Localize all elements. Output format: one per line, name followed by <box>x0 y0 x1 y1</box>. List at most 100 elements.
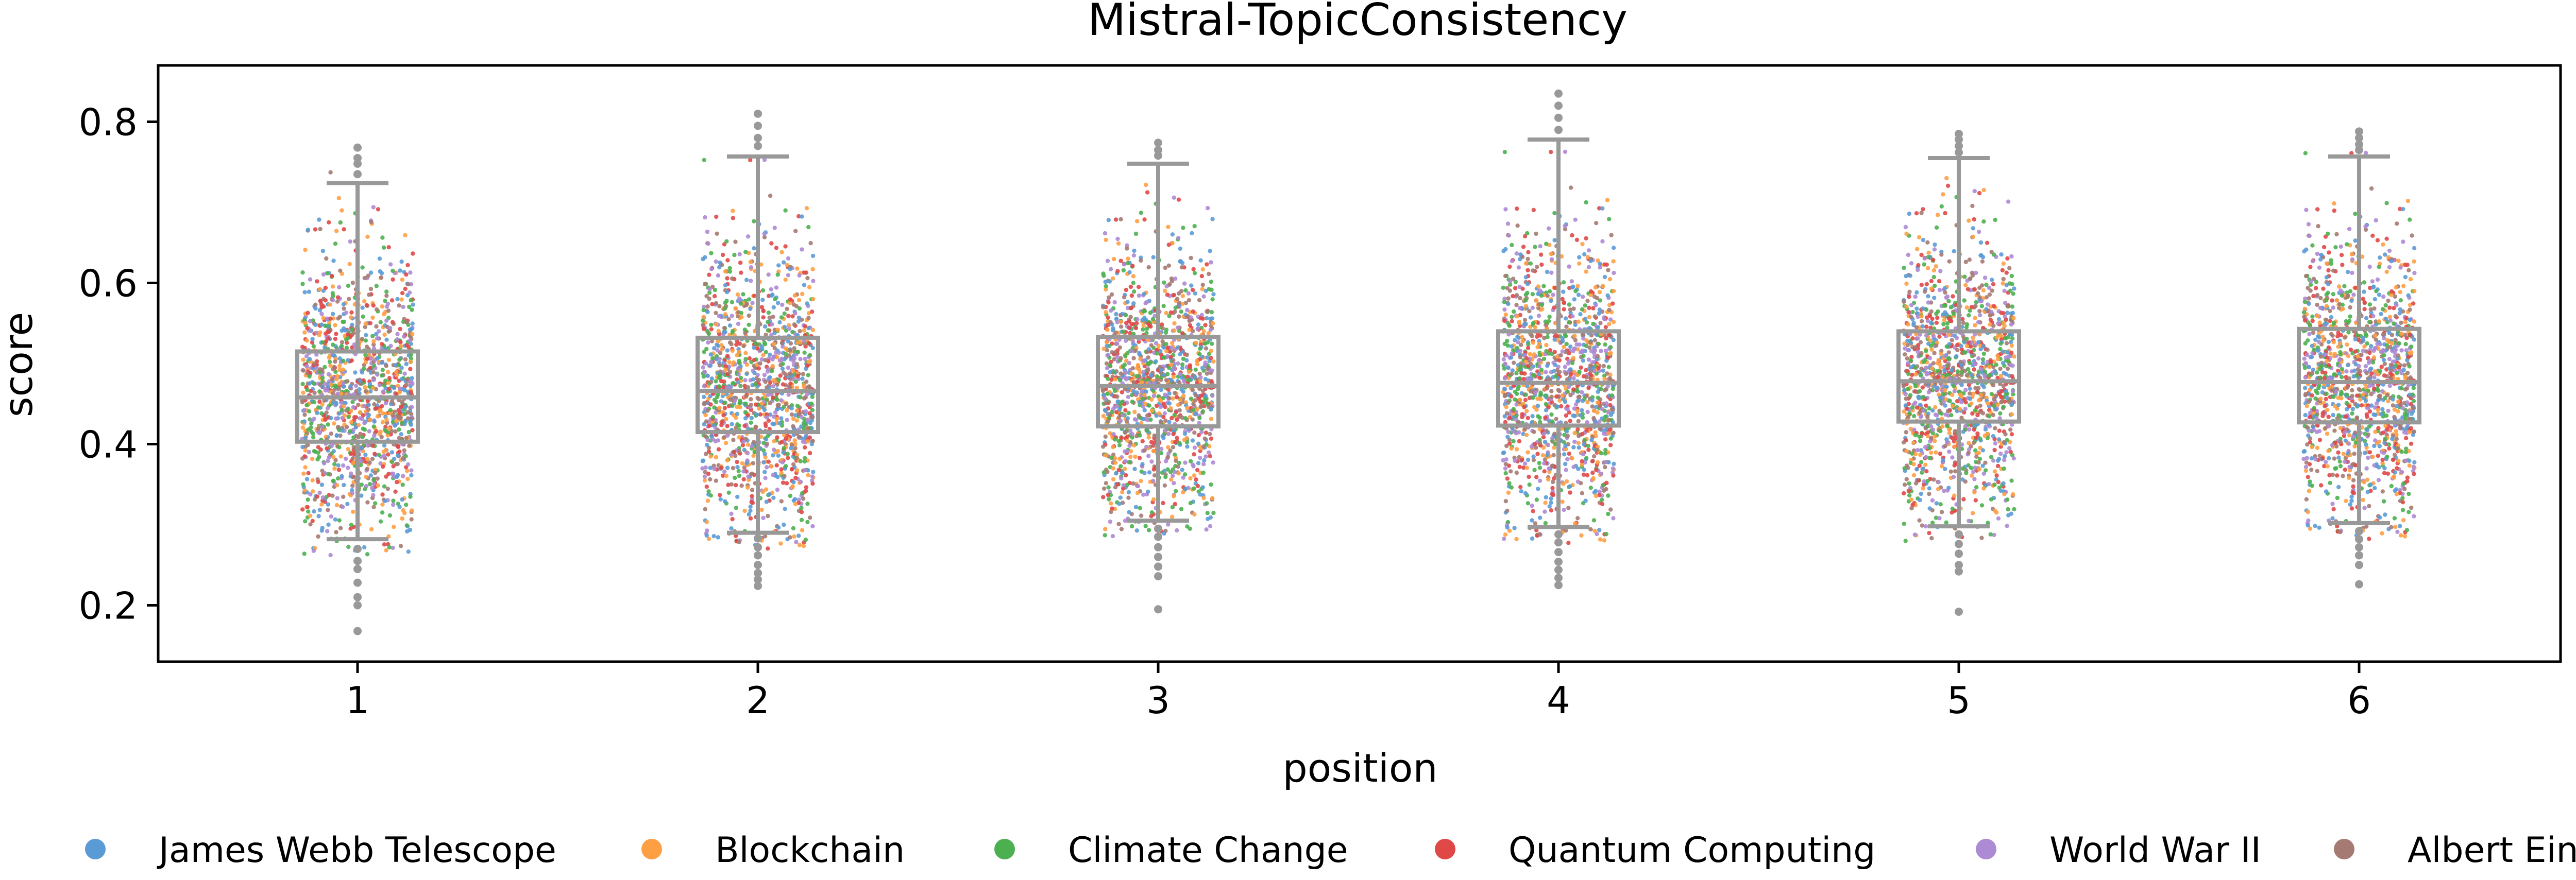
strip-point <box>1184 436 1189 441</box>
strip-point <box>1196 322 1201 327</box>
strip-point <box>783 352 788 356</box>
strip-point <box>1579 533 1584 538</box>
strip-point <box>1175 436 1179 440</box>
strip-point <box>377 383 382 388</box>
strip-point <box>1209 417 1214 421</box>
outlier-point <box>1154 146 1162 154</box>
strip-point <box>1545 269 1550 274</box>
strip-point <box>348 315 353 320</box>
strip-point <box>1182 281 1187 286</box>
strip-point <box>718 351 723 355</box>
strip-point <box>1549 394 1554 399</box>
strip-point <box>379 275 384 280</box>
strip-point <box>1566 541 1571 545</box>
strip-point <box>1509 344 1514 349</box>
strip-point <box>1164 341 1168 347</box>
outlier-point <box>353 593 362 601</box>
strip-point <box>1113 217 1118 222</box>
strip-point <box>709 359 714 364</box>
strip-point <box>718 372 722 377</box>
strip-point <box>361 449 365 454</box>
strip-point <box>1115 399 1120 404</box>
outlier-point <box>353 159 362 168</box>
strip-point <box>1190 287 1195 292</box>
outlier-point <box>1154 562 1162 571</box>
strip-point <box>801 496 806 501</box>
strip-point <box>323 298 328 303</box>
strip-point <box>388 262 393 267</box>
strip-point <box>1185 307 1190 313</box>
strip-point <box>350 280 355 285</box>
strip-point <box>1105 327 1110 332</box>
strip-point <box>738 364 743 369</box>
strip-point <box>1568 490 1572 495</box>
strip-point <box>382 332 387 337</box>
strip-point <box>387 513 393 518</box>
strip-point <box>1138 433 1142 438</box>
strip-point <box>323 365 327 370</box>
strip-point <box>309 421 314 426</box>
strip-point <box>775 448 781 454</box>
strip-point <box>327 220 331 225</box>
strip-point <box>744 460 749 465</box>
strip-point <box>1160 339 1165 344</box>
strip-point <box>1139 211 1143 215</box>
strip-point <box>1608 443 1613 447</box>
strip-point <box>371 205 376 210</box>
strip-point <box>317 217 321 222</box>
strip-point <box>1588 486 1593 490</box>
strip-point <box>749 420 753 425</box>
strip-point <box>350 456 355 461</box>
strip-point <box>735 353 739 358</box>
strip-point <box>714 357 719 361</box>
strip-point <box>1547 504 1552 509</box>
strip-point <box>801 426 806 431</box>
strip-point <box>314 366 319 370</box>
strip-point <box>391 277 395 282</box>
strip-point <box>802 283 807 287</box>
strip-point <box>707 287 712 291</box>
strip-point <box>1131 356 1136 360</box>
strip-point <box>702 384 707 389</box>
strip-point <box>1205 316 1209 321</box>
strip-point <box>306 427 311 432</box>
strip-point <box>750 494 754 498</box>
strip-point <box>406 462 411 467</box>
strip-point <box>1530 292 1535 297</box>
strip-point <box>1584 200 1588 205</box>
strip-point <box>317 400 322 404</box>
strip-point <box>1526 501 1530 506</box>
strip-point <box>1114 410 1119 415</box>
strip-point <box>1151 497 1156 502</box>
strip-point <box>1506 490 1511 495</box>
strip-point <box>1105 258 1110 263</box>
strip-point <box>1611 259 1616 264</box>
strip-point <box>1602 333 1607 338</box>
strip-point <box>800 291 805 297</box>
strip-point <box>386 308 391 313</box>
strip-point <box>350 491 355 495</box>
strip-point <box>768 380 773 385</box>
strip-point <box>1587 305 1591 310</box>
strip-point <box>733 306 738 311</box>
strip-point <box>703 470 708 475</box>
strip-point <box>380 342 384 347</box>
strip-point <box>408 270 413 275</box>
strip-point <box>765 465 769 470</box>
outlier-point <box>353 578 362 587</box>
strip-point <box>775 301 781 305</box>
strip-point <box>774 350 778 355</box>
strip-point <box>1167 391 1172 396</box>
strip-point <box>365 552 370 557</box>
strip-point <box>1549 251 1553 256</box>
strip-point <box>810 309 815 314</box>
strip-point <box>1138 506 1142 510</box>
strip-point <box>706 449 711 454</box>
strip-point <box>365 457 370 461</box>
strip-point <box>1554 417 1558 421</box>
strip-point <box>306 509 311 514</box>
strip-point <box>331 312 335 316</box>
strip-point <box>735 404 739 409</box>
strip-point <box>791 417 796 421</box>
strip-point <box>730 348 735 353</box>
